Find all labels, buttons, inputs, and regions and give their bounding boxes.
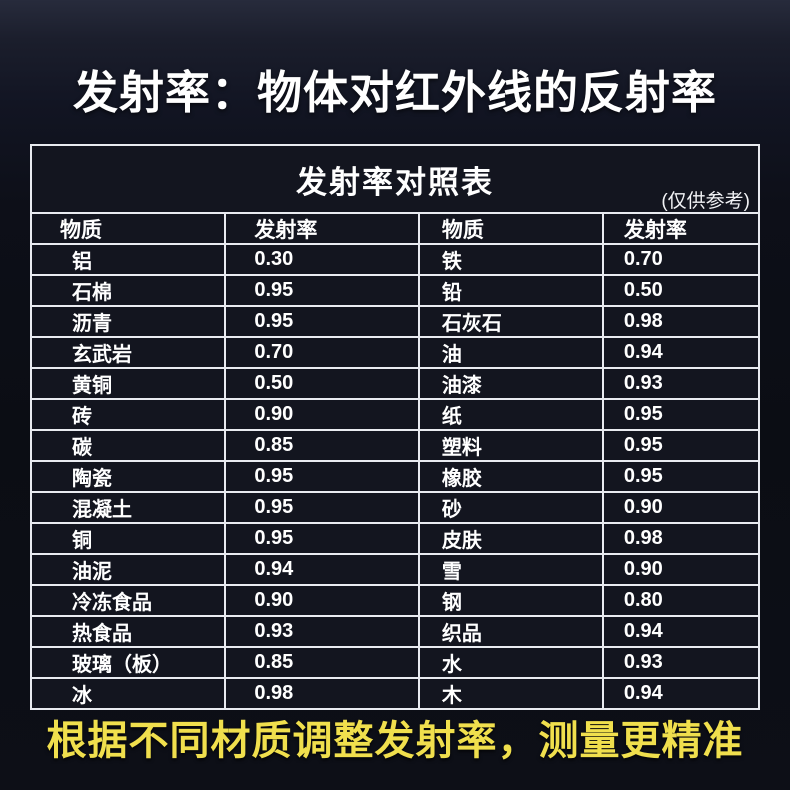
emissivity-cell: 0.95 bbox=[224, 462, 417, 491]
emissivity-cell: 0.95 bbox=[601, 462, 758, 491]
emissivity-cell: 0.94 bbox=[601, 617, 758, 646]
header-material: 物质 bbox=[60, 218, 102, 242]
table-row: 玄武岩 0.70 油 0.94 bbox=[32, 338, 758, 369]
material-cell: 石灰石 bbox=[417, 307, 602, 336]
material-cell: 钢 bbox=[417, 586, 602, 615]
material-cell: 砂 bbox=[417, 493, 602, 522]
header-emissivity: 发射率 bbox=[224, 214, 417, 243]
emissivity-cell: 0.30 bbox=[224, 245, 417, 274]
material-cell: 碳 bbox=[72, 437, 92, 459]
material-cell: 冰 bbox=[72, 685, 92, 707]
table-row: 石棉 0.95 铅 0.50 bbox=[32, 276, 758, 307]
emissivity-cell: 0.95 bbox=[224, 493, 417, 522]
material-cell: 砖 bbox=[72, 406, 92, 428]
material-cell: 陶瓷 bbox=[72, 468, 112, 490]
table-row: 陶瓷 0.95 橡胶 0.95 bbox=[32, 462, 758, 493]
emissivity-cell: 0.95 bbox=[224, 276, 417, 305]
emissivity-cell: 0.94 bbox=[601, 338, 758, 367]
material-cell: 油漆 bbox=[417, 369, 602, 398]
material-cell: 混凝土 bbox=[72, 499, 132, 521]
emissivity-cell: 0.85 bbox=[224, 431, 417, 460]
emissivity-cell: 0.93 bbox=[601, 369, 758, 398]
emissivity-cell: 0.95 bbox=[601, 431, 758, 460]
table-row: 沥青 0.95 石灰石 0.98 bbox=[32, 307, 758, 338]
material-cell: 纸 bbox=[417, 400, 602, 429]
table-row: 砖 0.90 纸 0.95 bbox=[32, 400, 758, 431]
table-row: 热食品 0.93 织品 0.94 bbox=[32, 617, 758, 648]
emissivity-cell: 0.85 bbox=[224, 648, 417, 677]
emissivity-cell: 0.93 bbox=[601, 648, 758, 677]
table-header-row: 物质 发射率 物质 发射率 bbox=[32, 214, 758, 245]
emissivity-cell: 0.98 bbox=[601, 307, 758, 336]
material-cell: 热食品 bbox=[72, 623, 132, 645]
material-cell: 橡胶 bbox=[417, 462, 602, 491]
header-material: 物质 bbox=[417, 214, 602, 243]
footer-slogan: 根据不同材质调整发射率，测量更精准 bbox=[46, 719, 744, 763]
material-cell: 水 bbox=[417, 648, 602, 677]
material-cell: 铜 bbox=[72, 530, 92, 552]
emissivity-cell: 0.98 bbox=[601, 524, 758, 553]
header-emissivity: 发射率 bbox=[601, 214, 758, 243]
emissivity-cell: 0.50 bbox=[224, 369, 417, 398]
table-row: 冰 0.98 木 0.94 bbox=[32, 679, 758, 708]
emissivity-cell: 0.95 bbox=[224, 524, 417, 553]
material-cell: 沥青 bbox=[72, 313, 112, 335]
material-cell: 织品 bbox=[417, 617, 602, 646]
material-cell: 玄武岩 bbox=[72, 344, 132, 366]
table-row: 玻璃（板） 0.85 水 0.93 bbox=[32, 648, 758, 679]
page-title: 发射率：物体对红外线的反射率 bbox=[72, 67, 717, 118]
emissivity-cell: 0.94 bbox=[224, 555, 417, 584]
emissivity-cell: 0.98 bbox=[224, 679, 417, 708]
table-row: 铜 0.95 皮肤 0.98 bbox=[32, 524, 758, 555]
emissivity-cell: 0.95 bbox=[601, 400, 758, 429]
material-cell: 玻璃（板） bbox=[72, 654, 172, 676]
table-body: 铝 0.30 铁 0.70 石棉 0.95 铅 0.50 沥青 0.95 石灰石 0.98 玄武岩 0.7… bbox=[32, 245, 758, 708]
emissivity-cell: 0.70 bbox=[224, 338, 417, 367]
material-cell: 铝 bbox=[72, 251, 92, 273]
emissivity-cell: 0.80 bbox=[601, 586, 758, 615]
emissivity-cell: 0.90 bbox=[601, 555, 758, 584]
table-row: 黄铜 0.50 油漆 0.93 bbox=[32, 369, 758, 400]
material-cell: 油 bbox=[417, 338, 602, 367]
emissivity-cell: 0.50 bbox=[601, 276, 758, 305]
table-row: 油泥 0.94 雪 0.90 bbox=[32, 555, 758, 586]
table-title: 发射率对照表 bbox=[296, 164, 494, 200]
emissivity-cell: 0.95 bbox=[224, 307, 417, 336]
emissivity-table-card: 发射率对照表 (仅供参考) 物质 发射率 物质 发射率 铝 0.30 铁 0.70 石棉 0.9… bbox=[30, 144, 760, 710]
material-cell: 木 bbox=[417, 679, 602, 708]
emissivity-cell: 0.70 bbox=[601, 245, 758, 274]
material-cell: 塑料 bbox=[417, 431, 602, 460]
emissivity-cell: 0.90 bbox=[224, 586, 417, 615]
material-cell: 铅 bbox=[417, 276, 602, 305]
emissivity-cell: 0.90 bbox=[224, 400, 417, 429]
emissivity-cell: 0.90 bbox=[601, 493, 758, 522]
table-title-area: 发射率对照表 (仅供参考) bbox=[32, 146, 758, 214]
emissivity-cell: 0.93 bbox=[224, 617, 417, 646]
table-reference-note: (仅供参考) bbox=[661, 191, 750, 212]
emissivity-cell: 0.94 bbox=[601, 679, 758, 708]
material-cell: 冷冻食品 bbox=[72, 592, 152, 614]
table-row: 冷冻食品 0.90 钢 0.80 bbox=[32, 586, 758, 617]
material-cell: 油泥 bbox=[72, 561, 112, 583]
table-row: 混凝土 0.95 砂 0.90 bbox=[32, 493, 758, 524]
material-cell: 黄铜 bbox=[72, 375, 112, 397]
table-row: 铝 0.30 铁 0.70 bbox=[32, 245, 758, 276]
material-cell: 皮肤 bbox=[417, 524, 602, 553]
material-cell: 雪 bbox=[417, 555, 602, 584]
material-cell: 石棉 bbox=[72, 282, 112, 304]
material-cell: 铁 bbox=[417, 245, 602, 274]
table-row: 碳 0.85 塑料 0.95 bbox=[32, 431, 758, 462]
